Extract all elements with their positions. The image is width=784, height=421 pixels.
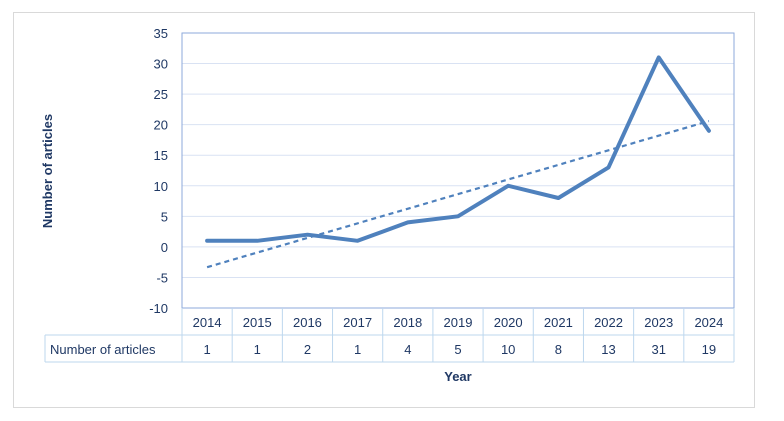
y-tick-label: 0: [161, 240, 168, 255]
y-tick-label: 30: [154, 57, 168, 72]
table-value-cell: 13: [601, 342, 615, 357]
y-axis-title: Number of articles: [40, 114, 55, 228]
y-tick-label: 35: [154, 26, 168, 41]
x-tick-label: 2014: [193, 315, 222, 330]
y-tick-label: 25: [154, 87, 168, 102]
table-value-cell: 19: [702, 342, 716, 357]
series-line: [205, 55, 711, 243]
trendline: [206, 119, 710, 269]
y-tick-label: 15: [154, 148, 168, 163]
y-axis-ticks: 35 30 25 20 15 10 5 0 -5 -10: [149, 26, 168, 316]
x-tick-label: 2022: [594, 315, 623, 330]
x-tick-label: 2019: [444, 315, 473, 330]
table-value-cell: 4: [404, 342, 411, 357]
y-tick-label: -10: [149, 301, 168, 316]
table-value-cell: 1: [203, 342, 210, 357]
data-table: 2014 2015 2016 2017 2018 2019 2020 2021 2022 2023…: [44, 308, 735, 363]
table-value-cell: 1: [354, 342, 361, 357]
table-value-cell: 8: [555, 342, 562, 357]
x-tick-label: 2023: [644, 315, 673, 330]
y-tick-label: 20: [154, 118, 168, 133]
x-tick-label: 2024: [694, 315, 723, 330]
table-value-cell: 2: [304, 342, 311, 357]
table-value-cell: 1: [254, 342, 261, 357]
x-axis-title: Year: [444, 369, 471, 384]
x-tick-label: 2016: [293, 315, 322, 330]
y-tick-label: -5: [156, 270, 168, 285]
chart-frame: [13, 12, 755, 408]
plot-area-border: [181, 32, 735, 309]
table-value-cell: 31: [651, 342, 665, 357]
table-value-cell: 10: [501, 342, 515, 357]
y-tick-label: 10: [154, 179, 168, 194]
x-tick-label: 2015: [243, 315, 272, 330]
table-series-name: Number of articles: [50, 342, 156, 357]
x-tick-label: 2021: [544, 315, 573, 330]
x-tick-label: 2020: [494, 315, 523, 330]
table-value-cell: 5: [454, 342, 461, 357]
x-tick-label: 2018: [393, 315, 422, 330]
y-tick-label: 5: [161, 209, 168, 224]
x-tick-label: 2017: [343, 315, 372, 330]
